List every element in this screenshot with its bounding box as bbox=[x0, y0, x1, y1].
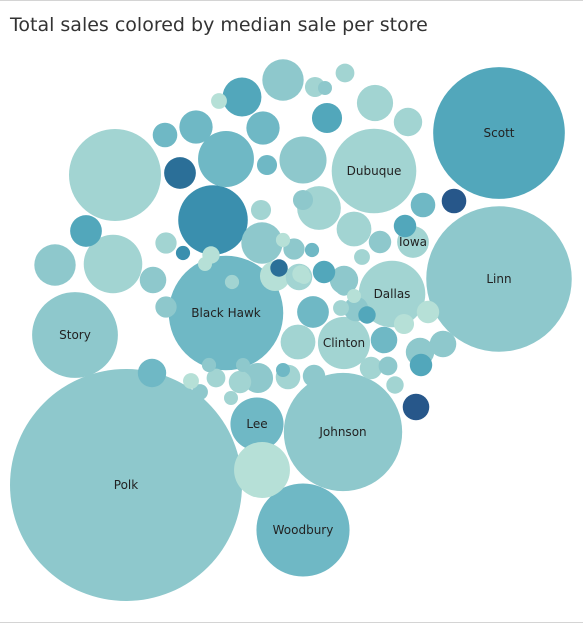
bubble[interactable] bbox=[303, 365, 325, 387]
bubble-label-woodbury: Woodbury bbox=[273, 523, 334, 537]
bubble[interactable] bbox=[410, 354, 432, 376]
bubble[interactable] bbox=[69, 129, 161, 221]
bubble-label-polk: Polk bbox=[114, 478, 138, 492]
bubble[interactable] bbox=[138, 359, 166, 387]
bubble[interactable] bbox=[140, 267, 167, 294]
bubble[interactable] bbox=[279, 136, 326, 183]
bubble[interactable] bbox=[293, 190, 313, 210]
bubble[interactable] bbox=[276, 363, 290, 377]
bubble[interactable] bbox=[224, 391, 238, 405]
bubble[interactable] bbox=[336, 64, 355, 83]
bubble[interactable] bbox=[297, 296, 329, 328]
bubble[interactable] bbox=[357, 85, 393, 121]
bubble[interactable] bbox=[229, 371, 251, 393]
bubble[interactable] bbox=[276, 233, 290, 247]
bubble[interactable] bbox=[236, 358, 250, 372]
bubble[interactable] bbox=[155, 232, 176, 253]
bubble[interactable] bbox=[394, 215, 416, 237]
bubble[interactable] bbox=[234, 442, 290, 498]
bubble[interactable] bbox=[297, 270, 311, 284]
bubble[interactable] bbox=[211, 93, 227, 109]
bubbles-layer bbox=[10, 59, 572, 601]
bubble[interactable] bbox=[411, 193, 436, 218]
bubble[interactable] bbox=[202, 358, 216, 372]
bubble[interactable] bbox=[318, 81, 332, 95]
bubble[interactable] bbox=[337, 212, 372, 247]
bubble[interactable] bbox=[281, 325, 316, 360]
bubble[interactable] bbox=[358, 306, 375, 323]
bubble-label-iowa: Iowa bbox=[399, 235, 427, 249]
bubble[interactable] bbox=[403, 394, 430, 421]
bubble[interactable] bbox=[379, 357, 398, 376]
bubble[interactable] bbox=[347, 289, 361, 303]
bubble[interactable] bbox=[176, 246, 190, 260]
bubble-label-clinton: Clinton bbox=[323, 336, 365, 350]
bubble[interactable] bbox=[179, 110, 212, 143]
bubble[interactable] bbox=[417, 301, 439, 323]
bubble[interactable] bbox=[270, 259, 287, 276]
bubble[interactable] bbox=[394, 314, 414, 334]
bubble[interactable] bbox=[305, 243, 319, 257]
bubble[interactable] bbox=[262, 59, 303, 100]
bubble[interactable] bbox=[257, 155, 277, 175]
bubble[interactable] bbox=[246, 111, 279, 144]
bubble[interactable] bbox=[70, 215, 102, 247]
bubble[interactable] bbox=[34, 244, 75, 285]
bubble[interactable] bbox=[223, 78, 262, 117]
bubble[interactable] bbox=[225, 275, 239, 289]
bubble[interactable] bbox=[178, 185, 248, 255]
bubble[interactable] bbox=[394, 108, 422, 136]
bubble[interactable] bbox=[153, 123, 178, 148]
bubble-label-scott: Scott bbox=[484, 126, 515, 140]
bubble[interactable] bbox=[312, 103, 342, 133]
bubble-label-black-hawk: Black Hawk bbox=[191, 306, 260, 320]
bubble[interactable] bbox=[369, 231, 391, 253]
bubble[interactable] bbox=[430, 331, 457, 358]
bubble[interactable] bbox=[251, 200, 271, 220]
bubble-label-linn: Linn bbox=[486, 272, 511, 286]
bubble[interactable] bbox=[371, 327, 398, 354]
bubble[interactable] bbox=[386, 376, 403, 393]
bubble-label-lee: Lee bbox=[246, 417, 267, 431]
bubble[interactable] bbox=[164, 157, 196, 189]
bubble[interactable] bbox=[313, 261, 335, 283]
bubble-label-johnson: Johnson bbox=[318, 425, 366, 439]
bubble[interactable] bbox=[442, 189, 467, 214]
bubble-label-dubuque: Dubuque bbox=[347, 164, 402, 178]
bubble[interactable] bbox=[241, 222, 282, 263]
bubble[interactable] bbox=[155, 296, 176, 317]
bubble-label-story: Story bbox=[59, 328, 91, 342]
bubble[interactable] bbox=[198, 257, 212, 271]
bubble[interactable] bbox=[333, 300, 349, 316]
bubble-label-dallas: Dallas bbox=[374, 287, 411, 301]
bubble[interactable] bbox=[183, 373, 199, 389]
bubble[interactable] bbox=[354, 249, 370, 265]
